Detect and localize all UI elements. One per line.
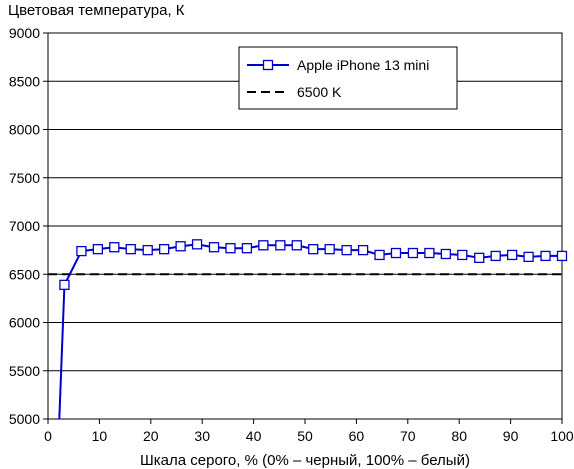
data-point: [440, 248, 451, 260]
data-point: [208, 242, 220, 253]
data-point: [490, 250, 501, 262]
y-tick-label: 7000: [9, 218, 40, 234]
data-point: [540, 250, 551, 262]
x-tick-label: 50: [297, 428, 313, 444]
x-tick-label: 80: [451, 428, 467, 444]
data-point: [142, 244, 153, 256]
legend-swatch-marker: [262, 59, 274, 71]
legend-label-6500k: 6500 K: [297, 84, 342, 100]
x-axis-ticks: 0 10 20 30 40 50 60 70 80 90 100: [44, 419, 574, 444]
y-tick-label: 6500: [9, 266, 40, 282]
x-tick-label: 0: [44, 428, 52, 444]
data-point: [258, 240, 269, 251]
data-point: [407, 247, 419, 259]
y-tick-label: 8000: [9, 122, 40, 138]
data-point: [390, 247, 402, 259]
plot-frame: [47, 32, 563, 420]
y-tick-label: 5000: [9, 411, 40, 427]
data-point: [341, 244, 352, 256]
data-point: [374, 249, 385, 261]
data-point: [424, 247, 435, 259]
x-tick-label: 70: [400, 428, 416, 444]
data-point: [324, 244, 335, 255]
x-tick-label: 20: [143, 428, 159, 444]
data-point: [76, 245, 87, 257]
data-point: [59, 279, 70, 291]
legend: Apple iPhone 13 mini 6500 K: [238, 46, 458, 110]
data-point: [175, 241, 186, 252]
data-point: [241, 243, 253, 254]
x-axis-title: Шкала серого, % (0% – черный, 100% – бел…: [140, 452, 470, 469]
y-tick-label: 8500: [9, 73, 40, 89]
series-layer: [48, 239, 568, 420]
legend-box: [238, 46, 458, 110]
data-point: [556, 250, 568, 262]
data-point: [308, 244, 319, 255]
x-tick-label: 100: [550, 428, 574, 444]
x-tick-label: 40: [246, 428, 262, 444]
series-line-iphone: [58, 243, 562, 420]
data-point: [523, 251, 534, 263]
data-point: [457, 249, 468, 261]
data-point: [291, 240, 302, 251]
x-tick-label: 60: [349, 428, 365, 444]
data-point: [92, 244, 104, 255]
y-axis-ticks: 5000 5500 6000 6500 7000 7500 8000 8500 9000: [9, 25, 48, 427]
data-point: [191, 239, 203, 250]
data-point: [125, 244, 136, 255]
x-tick-label: 10: [92, 428, 108, 444]
data-point: [357, 244, 369, 256]
data-point: [225, 243, 236, 254]
legend-label-iphone: Apple iPhone 13 mini: [297, 57, 429, 73]
x-tick-label: 90: [503, 428, 519, 444]
x-tick-label: 30: [194, 428, 210, 444]
data-point: [275, 240, 286, 251]
y-axis-title: Цветовая температура, К: [8, 2, 185, 19]
y-tick-label: 6000: [9, 315, 40, 331]
data-point: [159, 244, 170, 255]
data-point: [506, 249, 518, 261]
y-tick-label: 7500: [9, 170, 40, 186]
data-point: [109, 242, 120, 253]
y-tick-label: 5500: [9, 363, 40, 379]
y-tick-label: 9000: [9, 25, 40, 41]
data-point: [474, 252, 485, 263]
